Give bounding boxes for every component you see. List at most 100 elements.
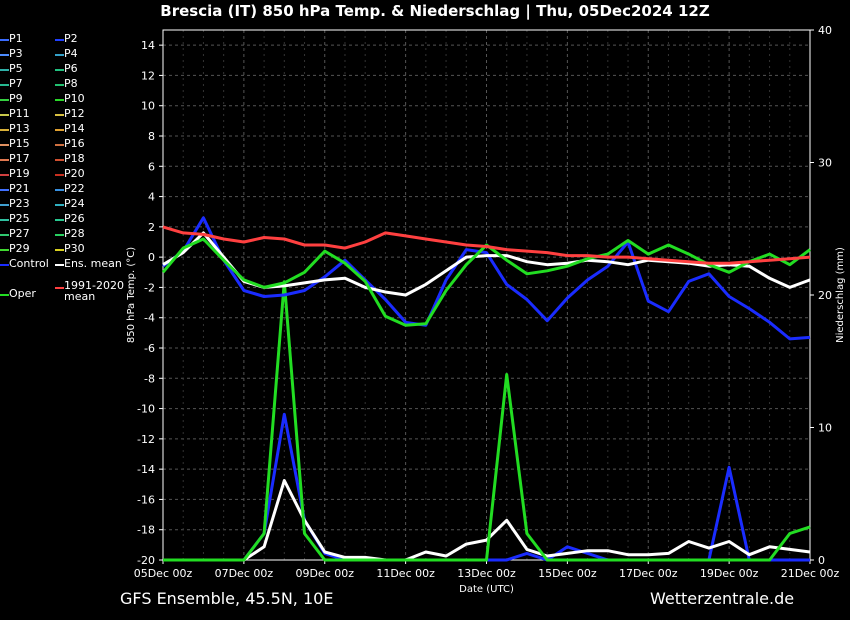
legend-swatch xyxy=(55,159,64,161)
legend-label: P23 xyxy=(9,197,30,210)
y-tick-label: -4 xyxy=(144,312,155,325)
legend-label: P21 xyxy=(9,182,30,195)
series-line-control xyxy=(162,216,811,341)
y2-tick-label: 20 xyxy=(818,289,832,302)
legend-label: P26 xyxy=(64,212,85,225)
legend-label: P18 xyxy=(64,152,85,165)
legend-label: P28 xyxy=(64,227,85,240)
legend-label: P16 xyxy=(64,137,85,150)
legend-label: P11 xyxy=(9,107,30,120)
legend-label: P29 xyxy=(9,242,30,255)
legend-swatch xyxy=(0,69,9,71)
y2-tick-label: 40 xyxy=(818,24,832,37)
legend-label: 1991-2020 mean xyxy=(64,278,124,303)
y-tick-label: 4 xyxy=(148,191,155,204)
legend-label: P15 xyxy=(9,137,30,150)
legend-swatch xyxy=(0,54,9,56)
legend-swatch xyxy=(0,189,9,191)
legend-label: P13 xyxy=(9,122,30,135)
legend-swatch xyxy=(0,264,9,266)
legend-swatch xyxy=(55,234,64,236)
legend-label: P3 xyxy=(9,47,23,60)
y-tick-label: -8 xyxy=(144,372,155,385)
legend-label: P30 xyxy=(64,242,85,255)
legend-label: P24 xyxy=(64,197,85,210)
legend-swatch xyxy=(0,249,9,251)
chart-title: Brescia (IT) 850 hPa Temp. & Niederschla… xyxy=(160,2,710,20)
x-axis-label: Date (UTC) xyxy=(459,584,514,595)
y2-tick-label: 10 xyxy=(818,422,832,435)
legend-label: P9 xyxy=(9,92,23,105)
legend-swatch xyxy=(0,294,9,296)
legend-label: P27 xyxy=(9,227,30,240)
legend-swatch xyxy=(55,249,64,251)
x-tick-label: 19Dec 00z xyxy=(700,567,759,580)
legend-swatch xyxy=(55,129,64,131)
legend-label: P22 xyxy=(64,182,85,195)
y-tick-label: -18 xyxy=(137,524,155,537)
legend-label: P7 xyxy=(9,77,23,90)
y-tick-label: -6 xyxy=(144,342,155,355)
legend-label: P20 xyxy=(64,167,85,180)
x-tick-label: 11Dec 00z xyxy=(376,567,435,580)
legend-label: P25 xyxy=(9,212,30,225)
legend-swatch xyxy=(0,39,9,41)
y-tick-label: -14 xyxy=(137,463,155,476)
y-tick-label: 0 xyxy=(148,251,155,264)
y2-tick-label: 0 xyxy=(818,554,825,567)
legend-label: P12 xyxy=(64,107,85,120)
legend-label: P14 xyxy=(64,122,85,135)
x-tick-label: 09Dec 00z xyxy=(295,567,354,580)
legend-label: P6 xyxy=(64,62,78,75)
y-tick-label: -20 xyxy=(137,554,155,567)
legend-swatch xyxy=(55,99,64,101)
legend-swatch xyxy=(55,219,64,221)
legend-label: Ens. mean xyxy=(64,257,122,270)
series-line-1991-2020-mean xyxy=(162,225,811,265)
x-tick-label: 07Dec 00z xyxy=(215,567,274,580)
legend-label: Oper xyxy=(9,287,36,300)
legend-swatch xyxy=(55,54,64,56)
legend-swatch xyxy=(0,234,9,236)
legend-swatch xyxy=(55,286,64,289)
legend-label: P4 xyxy=(64,47,78,60)
legend-label: P17 xyxy=(9,152,30,165)
legend-swatch xyxy=(0,159,9,161)
x-tick-label: 17Dec 00z xyxy=(619,567,678,580)
y-tick-label: 12 xyxy=(141,69,155,82)
y-tick-label: -12 xyxy=(137,433,155,446)
x-tick-label: 13Dec 00z xyxy=(457,567,516,580)
legend-label: P5 xyxy=(9,62,23,75)
legend-swatch xyxy=(0,114,9,116)
legend-swatch xyxy=(55,204,64,206)
footer-site-credit: Wetterzentrale.de xyxy=(650,589,795,608)
legend-label: P1 xyxy=(9,32,23,45)
y-tick-label: 6 xyxy=(148,160,155,173)
legend-swatch xyxy=(55,84,64,86)
legend-swatch xyxy=(55,69,64,71)
legend-swatch xyxy=(55,189,64,191)
legend-swatch xyxy=(55,144,64,146)
y-tick-label: 2 xyxy=(148,221,155,234)
footer-model-info: GFS Ensemble, 45.5N, 10E xyxy=(120,589,334,608)
legend-swatch xyxy=(0,84,9,86)
y-tick-label: -10 xyxy=(137,403,155,416)
precip-line-control xyxy=(163,412,810,562)
legend-swatch xyxy=(0,144,9,146)
y-tick-label: 8 xyxy=(148,130,155,143)
legend-swatch xyxy=(55,264,64,266)
legend-swatch xyxy=(55,114,64,116)
legend-label: P8 xyxy=(64,77,78,90)
x-tick-label: 05Dec 00z xyxy=(134,567,193,580)
precip-line-oper xyxy=(163,280,811,562)
legend-swatch xyxy=(55,174,64,176)
legend-swatch xyxy=(0,219,9,221)
y-tick-label: 10 xyxy=(141,100,155,113)
legend-swatch xyxy=(55,39,64,41)
legend-swatch xyxy=(0,129,9,131)
y2-axis-label: Niederschlag (mm) xyxy=(835,247,846,343)
legend-swatch xyxy=(0,99,9,101)
y2-tick-label: 30 xyxy=(818,157,832,170)
x-tick-label: 15Dec 00z xyxy=(538,567,597,580)
